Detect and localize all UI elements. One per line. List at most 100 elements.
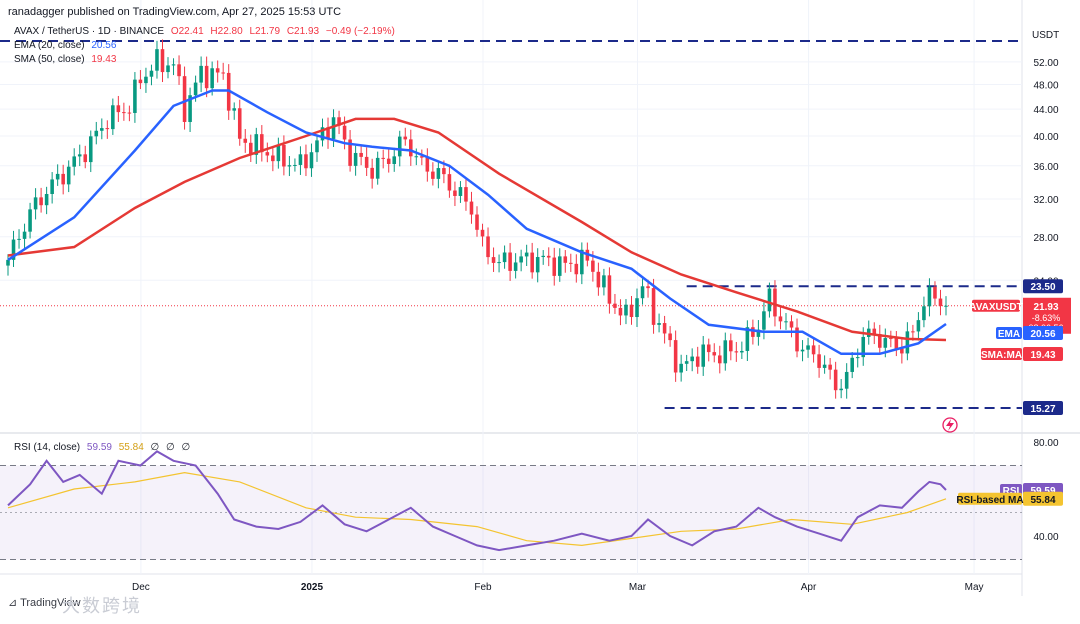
candle-body	[668, 333, 672, 341]
candle-body	[370, 167, 374, 179]
candle-body	[149, 70, 154, 77]
candle-body	[596, 271, 601, 288]
candle-body	[475, 214, 479, 230]
candle-body	[17, 238, 21, 240]
time-tick-label: May	[965, 582, 984, 593]
candle-body	[640, 286, 645, 299]
publisher-line: ranadagger published on TradingView.com,…	[8, 6, 342, 18]
candle-body	[530, 252, 534, 273]
candle-body	[618, 307, 623, 316]
candle-body	[248, 142, 253, 155]
sma-legend[interactable]: SMA (50, close) 19.43	[14, 54, 116, 65]
candle-body	[442, 168, 446, 175]
candle-body	[491, 257, 496, 263]
candle-body	[762, 311, 766, 330]
candle-body	[193, 82, 198, 96]
candle-body	[116, 105, 121, 113]
candle-body	[679, 363, 683, 373]
candle-body	[265, 152, 270, 156]
candle-body	[414, 156, 419, 158]
price-tick-label: 32.00	[1033, 195, 1058, 206]
rsi-tick-label: 40.00	[1033, 532, 1058, 543]
candle-body	[657, 323, 661, 325]
tradingview-watermark: ⊿ TradingView	[8, 596, 81, 609]
candle-body	[706, 344, 711, 353]
rsi-ma-name-tag: RSI-based MA	[956, 495, 1023, 506]
candle-body	[155, 49, 159, 71]
candle-body	[800, 349, 805, 352]
candle-body	[33, 197, 38, 210]
tradingview-brand: TradingView	[20, 597, 81, 609]
candle-body	[751, 327, 755, 337]
last-price-value: 21.93	[1033, 302, 1058, 313]
candle-body	[177, 64, 181, 77]
candle-body	[497, 262, 501, 264]
candle-body	[232, 108, 237, 111]
candle-body	[282, 144, 286, 167]
candle-body	[409, 139, 413, 157]
last-price-change: -8.63%	[1032, 313, 1061, 323]
rsi-line	[7, 450, 947, 552]
candle-body	[822, 364, 827, 368]
ema-legend-label: EMA (20, close)	[14, 40, 85, 51]
candle-body	[729, 340, 733, 352]
candle-body	[905, 331, 910, 354]
ema-value-tag: 20.56	[1030, 329, 1055, 340]
candle-body	[806, 345, 810, 350]
candle-body	[541, 255, 545, 258]
candle-body	[243, 138, 248, 143]
currency-label: USDT	[1032, 30, 1060, 41]
candle-body	[403, 136, 408, 140]
ema-value-tag-box	[1023, 325, 1063, 340]
ema-legend[interactable]: EMA (20, close) 20.56	[14, 40, 116, 51]
rsi-extra-3: ∅	[181, 442, 191, 453]
ema-name-tag-box	[996, 326, 1022, 339]
candle-body	[662, 323, 667, 334]
price-tick-label: 28.00	[1033, 233, 1058, 244]
rsi-extra-1: ∅	[150, 442, 160, 453]
candle-body	[519, 256, 523, 263]
candle-body	[254, 134, 259, 155]
symbol-name[interactable]: AVAX / TetherUS · 1D · BINANCE	[14, 26, 165, 37]
lightning-bolt	[946, 419, 954, 431]
candle-body	[580, 249, 584, 275]
price-tick-label: 52.00	[1033, 58, 1058, 69]
time-tick-label: 2025	[301, 582, 324, 593]
candle-body	[77, 154, 82, 157]
candle-body	[453, 190, 457, 196]
candle-body	[795, 327, 799, 352]
candle-body	[629, 304, 634, 318]
candle-body	[331, 117, 336, 139]
ema-name-tag: EMA	[998, 329, 1020, 340]
candle-body	[889, 338, 893, 340]
candle-body	[878, 334, 882, 348]
candle-body	[701, 344, 706, 367]
candle-body	[839, 388, 843, 391]
support-tag-box	[1023, 401, 1063, 415]
candle-body	[684, 361, 689, 364]
candle-body	[486, 236, 490, 258]
rsi-legend[interactable]: RSI (14, close) 59.59 55.84 ∅ ∅ ∅	[14, 442, 190, 453]
ohlc-open: O22.41	[170, 26, 204, 37]
sma-50-line	[7, 117, 947, 342]
candle-body	[381, 157, 385, 159]
sma-name-tag: SMA:MA	[981, 350, 1022, 361]
candle-body	[778, 316, 783, 322]
candle-body	[293, 164, 297, 166]
candle-body	[320, 127, 325, 141]
candle-body	[574, 263, 579, 275]
candle-body	[651, 288, 656, 325]
candle-body	[44, 193, 49, 206]
sma-value-tag: 19.43	[1030, 350, 1055, 361]
candle-body	[28, 209, 32, 232]
candle-body	[188, 95, 192, 122]
candle-body	[6, 259, 10, 266]
candle-body	[784, 321, 788, 323]
candle-body	[872, 328, 877, 335]
candle-body	[817, 354, 821, 368]
ema-legend-value: 20.56	[91, 40, 117, 51]
candle-body	[55, 173, 60, 180]
candle-body	[326, 127, 330, 139]
time-tick-label: Mar	[629, 582, 647, 593]
